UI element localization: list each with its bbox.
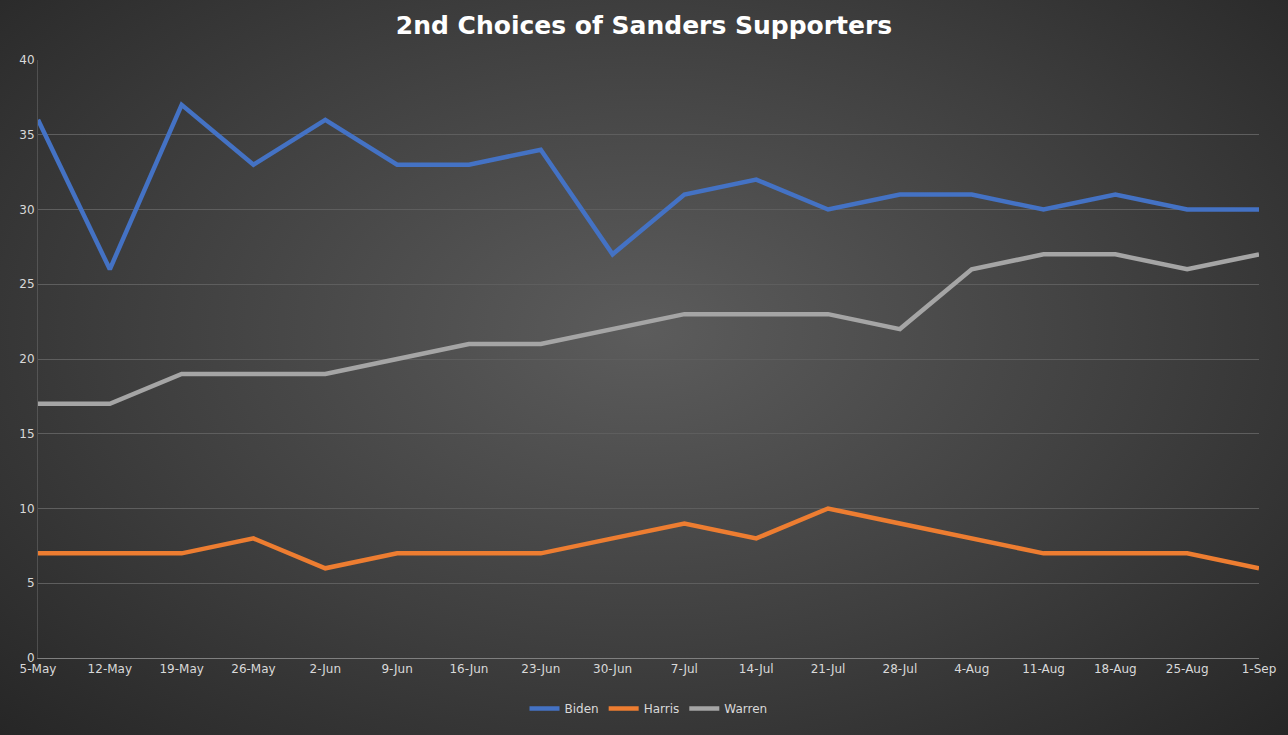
svg-text:16-Jun: 16-Jun: [449, 662, 488, 676]
svg-text:2-Jun: 2-Jun: [310, 662, 341, 676]
svg-text:0: 0: [27, 651, 35, 665]
svg-text:5: 5: [27, 576, 35, 590]
svg-text:26-May: 26-May: [231, 662, 275, 676]
svg-text:7-Jul: 7-Jul: [671, 662, 698, 676]
svg-text:25: 25: [19, 277, 34, 291]
svg-text:20: 20: [19, 352, 34, 366]
svg-text:12-May: 12-May: [88, 662, 132, 676]
svg-text:28-Jul: 28-Jul: [883, 662, 918, 676]
svg-text:Warren: Warren: [724, 702, 767, 716]
svg-text:11-Aug: 11-Aug: [1022, 662, 1065, 676]
svg-text:5-May: 5-May: [20, 662, 57, 676]
svg-text:40: 40: [19, 53, 34, 67]
svg-text:30: 30: [19, 203, 34, 217]
svg-text:Biden: Biden: [565, 702, 599, 716]
svg-text:10: 10: [19, 502, 34, 516]
svg-text:21-Jul: 21-Jul: [811, 662, 846, 676]
svg-text:19-May: 19-May: [159, 662, 203, 676]
svg-text:14-Jul: 14-Jul: [739, 662, 774, 676]
svg-text:15: 15: [19, 427, 34, 441]
svg-text:23-Jun: 23-Jun: [521, 662, 560, 676]
svg-text:9-Jun: 9-Jun: [381, 662, 412, 676]
svg-text:4-Aug: 4-Aug: [954, 662, 989, 676]
svg-text:35: 35: [19, 128, 34, 142]
svg-text:Harris: Harris: [644, 702, 680, 716]
svg-text:1-Sep: 1-Sep: [1242, 662, 1277, 676]
svg-text:30-Jun: 30-Jun: [593, 662, 632, 676]
svg-text:25-Aug: 25-Aug: [1166, 662, 1209, 676]
svg-text:2nd Choices of Sanders Support: 2nd Choices of Sanders Supporters: [396, 11, 892, 40]
svg-text:18-Aug: 18-Aug: [1094, 662, 1137, 676]
